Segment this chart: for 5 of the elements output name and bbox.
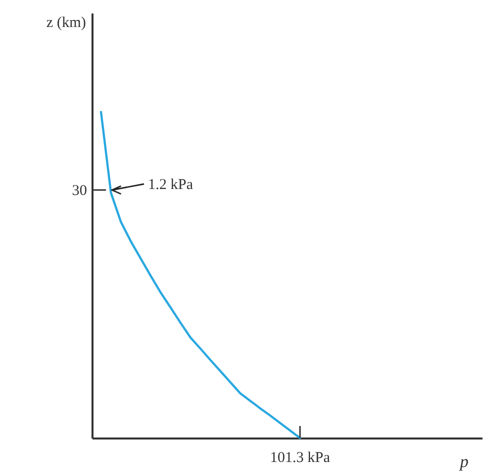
annotation: 1.2 kPa bbox=[148, 177, 194, 193]
text: z (km) bbox=[46, 15, 86, 31]
text: 101.3 kPa bbox=[270, 450, 330, 466]
text: p bbox=[459, 452, 468, 471]
text: 30 bbox=[72, 183, 87, 199]
